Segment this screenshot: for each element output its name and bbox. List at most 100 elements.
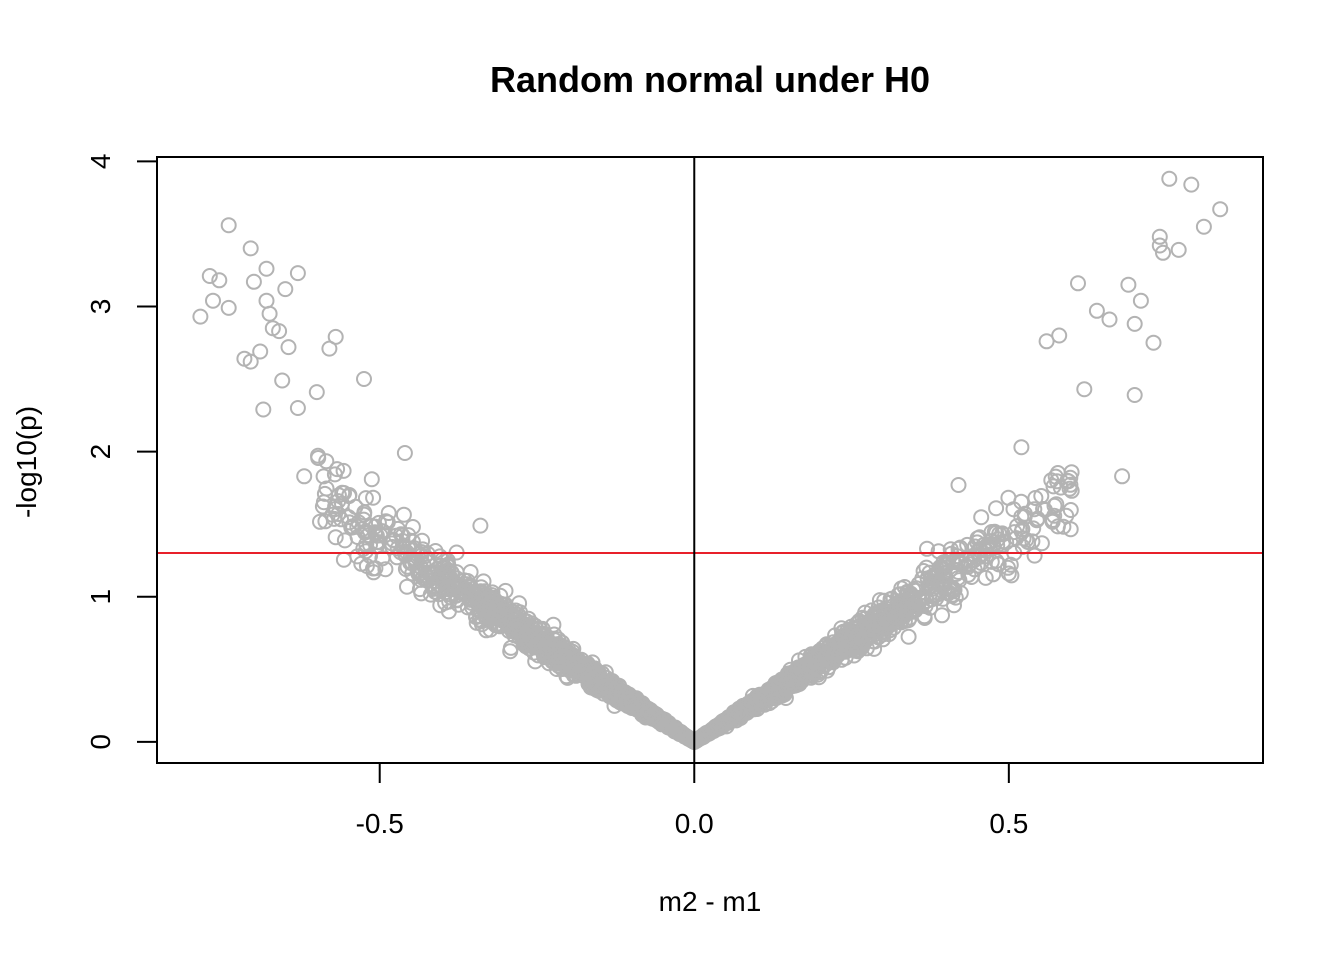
data-point	[1161, 170, 1178, 187]
data-point	[1076, 381, 1093, 398]
data-point	[966, 547, 983, 563]
data-point	[1126, 387, 1143, 403]
data-point	[363, 471, 380, 488]
data-point	[1018, 531, 1035, 548]
data-point	[399, 578, 415, 595]
data-point	[220, 299, 237, 316]
data-point	[1049, 465, 1066, 481]
data-point	[726, 706, 743, 723]
data-point	[1003, 567, 1020, 584]
data-point	[842, 630, 858, 647]
data-point	[895, 601, 912, 618]
data-point	[327, 328, 344, 345]
data-point	[730, 703, 746, 720]
data-point	[378, 513, 394, 530]
data-point	[471, 611, 488, 628]
data-point	[843, 628, 860, 645]
data-point	[296, 468, 313, 485]
data-point	[870, 615, 887, 632]
data-point	[715, 715, 732, 732]
x-axis: -0.5 0.0 0.5	[356, 762, 1028, 839]
data-point	[551, 636, 568, 653]
data-point	[400, 527, 417, 544]
data-point	[1063, 482, 1080, 499]
data-point	[983, 553, 1000, 570]
y-axis-label: -log10(p)	[11, 406, 42, 518]
data-point	[874, 612, 890, 629]
data-point	[900, 628, 917, 645]
data-point	[377, 561, 394, 578]
data-point	[242, 240, 259, 257]
x-axis-label: m2 - m1	[659, 886, 762, 917]
x-tick-label: 0.5	[989, 808, 1028, 839]
data-point	[925, 587, 942, 604]
data-point	[745, 700, 762, 717]
data-points	[192, 170, 1229, 750]
data-point	[1000, 559, 1016, 576]
data-point	[604, 680, 620, 696]
data-point	[326, 510, 343, 527]
data-point	[318, 453, 335, 470]
data-point	[972, 546, 989, 563]
data-point	[986, 523, 1003, 540]
data-point	[314, 498, 331, 515]
data-point	[917, 598, 934, 615]
data-point	[463, 594, 480, 611]
data-point	[427, 543, 444, 559]
data-point	[763, 693, 780, 710]
data-point	[501, 623, 518, 639]
data-point	[1026, 547, 1043, 564]
data-point	[1195, 218, 1212, 235]
data-point	[898, 585, 915, 601]
data-point	[1033, 488, 1050, 504]
data-point	[1016, 508, 1033, 525]
data-point	[994, 536, 1011, 553]
data-point	[412, 558, 429, 575]
data-point	[261, 305, 278, 322]
data-point	[289, 400, 306, 416]
y-axis: 0 1 2 3 4	[85, 154, 158, 750]
data-point	[1145, 334, 1162, 351]
data-point	[1048, 496, 1065, 513]
data-point	[289, 265, 306, 282]
data-point	[1000, 489, 1017, 506]
x-tick-label: -0.5	[356, 808, 404, 839]
data-point	[252, 343, 269, 360]
data-point	[942, 541, 959, 558]
data-point	[1049, 518, 1066, 535]
data-point	[326, 466, 343, 483]
data-point	[497, 582, 514, 599]
data-point	[521, 640, 538, 657]
data-point	[563, 653, 580, 670]
data-point	[702, 724, 719, 741]
data-point	[258, 260, 275, 277]
data-point	[1055, 518, 1072, 535]
data-point	[1132, 292, 1149, 309]
data-point	[994, 526, 1011, 543]
data-point	[205, 292, 221, 309]
data-point	[1151, 228, 1168, 245]
data-point	[1212, 201, 1229, 218]
data-point	[440, 579, 457, 596]
data-point	[280, 339, 297, 356]
data-point	[1059, 472, 1076, 489]
data-point	[436, 559, 453, 575]
data-point	[845, 640, 862, 657]
data-point	[950, 477, 967, 493]
data-point	[335, 551, 352, 568]
data-point	[341, 487, 358, 503]
y-tick-label: 0	[85, 734, 116, 750]
data-point	[255, 401, 272, 418]
data-point	[192, 308, 209, 325]
data-point	[1013, 439, 1030, 456]
data-point	[821, 637, 838, 654]
data-point	[1038, 333, 1055, 350]
data-point	[763, 686, 780, 703]
data-point	[1155, 244, 1171, 261]
data-point	[220, 217, 237, 234]
data-point	[441, 568, 458, 585]
data-point	[912, 592, 929, 609]
data-point	[577, 659, 594, 675]
data-point	[581, 673, 598, 690]
y-tick-label: 4	[85, 154, 116, 170]
